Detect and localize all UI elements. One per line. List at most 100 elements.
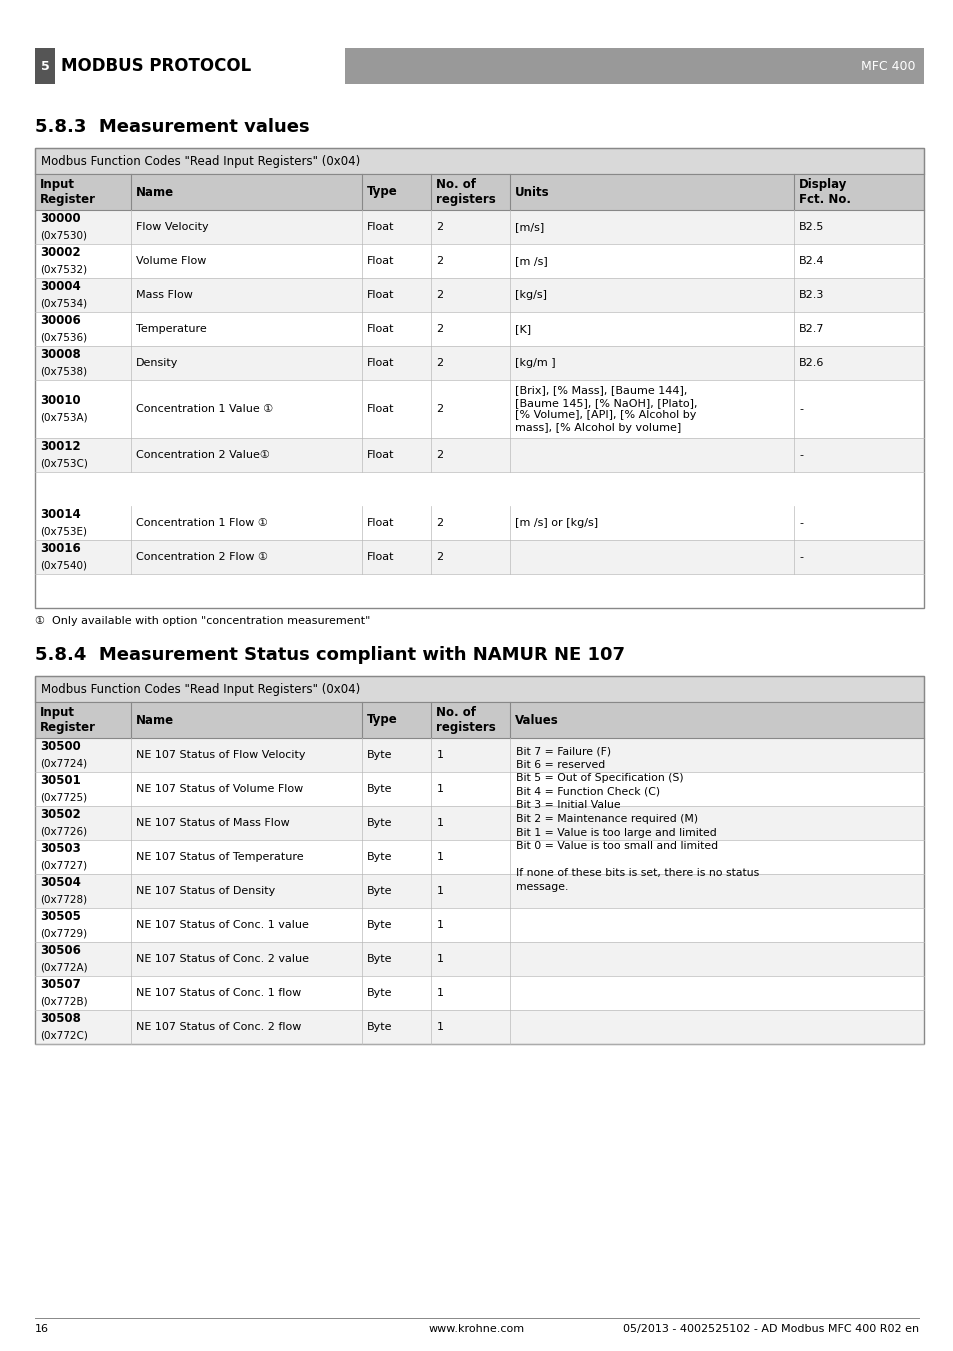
Text: Float: Float [367,222,395,232]
Text: 2: 2 [436,324,443,334]
Text: (0x772A): (0x772A) [40,962,88,971]
Text: 30008: 30008 [40,349,81,362]
Text: 30505: 30505 [40,911,81,924]
Text: Modbus Function Codes "Read Input Registers" (0x04): Modbus Function Codes "Read Input Regist… [41,682,360,696]
Text: B2.3: B2.3 [799,290,823,300]
Text: 30014: 30014 [40,508,81,521]
Bar [35,874,923,908]
Text: 30503: 30503 [40,843,81,855]
Text: 1: 1 [436,852,443,862]
Text: Float: Float [367,290,395,300]
Bar [35,245,923,278]
Text: 2: 2 [436,404,443,413]
Text: 2: 2 [436,222,443,232]
Text: (0x7540): (0x7540) [40,561,87,570]
Text: (0x772B): (0x772B) [40,996,88,1006]
Text: Byte: Byte [367,988,393,998]
Bar [35,942,923,975]
Text: 2: 2 [436,255,443,266]
Text: (0x7725): (0x7725) [40,792,87,802]
Text: (0x7729): (0x7729) [40,928,87,938]
Text: 2: 2 [436,553,443,562]
Text: MODBUS PROTOCOL: MODBUS PROTOCOL [61,57,251,76]
Text: Byte: Byte [367,784,393,794]
Text: (0x7536): (0x7536) [40,332,87,342]
Text: Display
Fct. No.: Display Fct. No. [799,178,850,205]
Text: 30012: 30012 [40,440,81,454]
Text: Values: Values [515,713,558,727]
Text: 1: 1 [436,920,443,929]
Text: Units: Units [515,185,549,199]
Text: Byte: Byte [367,1021,393,1032]
Text: Name: Name [136,185,174,199]
Text: Temperature: Temperature [136,324,207,334]
Text: Input
Register: Input Register [40,707,96,734]
Bar [35,174,923,209]
Text: B2.7: B2.7 [799,324,823,334]
Text: NE 107 Status of Density: NE 107 Status of Density [136,886,275,896]
Text: 2: 2 [436,450,443,459]
Bar [35,149,923,608]
Text: B2.6: B2.6 [799,358,823,367]
Text: (0x7538): (0x7538) [40,366,87,376]
Bar [35,807,923,840]
Text: NE 107 Status of Conc. 2 flow: NE 107 Status of Conc. 2 flow [136,1021,301,1032]
Text: 30508: 30508 [40,1012,81,1025]
Bar [35,312,923,346]
Text: Byte: Byte [367,852,393,862]
Text: 1: 1 [436,954,443,965]
Text: 1: 1 [436,1021,443,1032]
Text: Mass Flow: Mass Flow [136,290,193,300]
Text: Float: Float [367,404,395,413]
Text: Float: Float [367,517,395,528]
Text: Float: Float [367,255,395,266]
Bar [35,278,923,312]
Bar [35,840,923,874]
Text: MFC 400: MFC 400 [861,59,915,73]
Bar [35,908,923,942]
Text: 30000: 30000 [40,212,81,226]
Text: Modbus Function Codes "Read Input Registers" (0x04): Modbus Function Codes "Read Input Regist… [41,154,360,168]
Text: (0x753A): (0x753A) [40,412,88,422]
Text: NE 107 Status of Conc. 1 value: NE 107 Status of Conc. 1 value [136,920,309,929]
Bar [35,1011,923,1044]
Text: (0x7728): (0x7728) [40,894,87,904]
Text: (0x753E): (0x753E) [40,526,87,536]
Text: [Brix], [% Mass], [Baume 144],
[Baume 145], [% NaOH], [Plato],
[% Volume], [API]: [Brix], [% Mass], [Baume 144], [Baume 14… [515,385,697,432]
Text: Float: Float [367,324,395,334]
Text: Density: Density [136,358,178,367]
Text: 2: 2 [436,358,443,367]
Text: 5: 5 [41,59,50,73]
Text: (0x7727): (0x7727) [40,861,87,870]
Text: 1: 1 [436,886,443,896]
Text: 30500: 30500 [40,740,81,754]
Text: www.krohne.com: www.krohne.com [429,1324,524,1333]
Text: 30016: 30016 [40,543,81,555]
Text: Byte: Byte [367,920,393,929]
Text: (0x753C): (0x753C) [40,458,88,467]
Bar [345,49,923,84]
Text: Type: Type [367,185,397,199]
Text: Float: Float [367,450,395,459]
Text: [m/s]: [m/s] [515,222,543,232]
Text: 30502: 30502 [40,808,81,821]
Text: 16: 16 [35,1324,49,1333]
Text: No. of
registers: No. of registers [436,707,496,734]
Bar [35,975,923,1011]
Bar [35,438,923,471]
Text: 5.8.4  Measurement Status compliant with NAMUR NE 107: 5.8.4 Measurement Status compliant with … [35,646,624,663]
Text: Bit 7 = Failure (F)
Bit 6 = reserved
Bit 5 = Out of Specification (S)
Bit 4 = Fu: Bit 7 = Failure (F) Bit 6 = reserved Bit… [516,746,759,892]
Text: 30507: 30507 [40,978,81,992]
Bar [35,703,923,738]
Text: NE 107 Status of Flow Velocity: NE 107 Status of Flow Velocity [136,750,305,761]
Text: No. of
registers: No. of registers [436,178,496,205]
Text: 30002: 30002 [40,246,81,259]
Text: 30501: 30501 [40,774,81,788]
Text: (0x7726): (0x7726) [40,825,87,836]
Text: 1: 1 [436,750,443,761]
Text: [kg/s]: [kg/s] [515,290,546,300]
Bar [35,380,923,438]
Text: 1: 1 [436,784,443,794]
Text: 30504: 30504 [40,877,81,889]
Text: 30004: 30004 [40,281,81,293]
